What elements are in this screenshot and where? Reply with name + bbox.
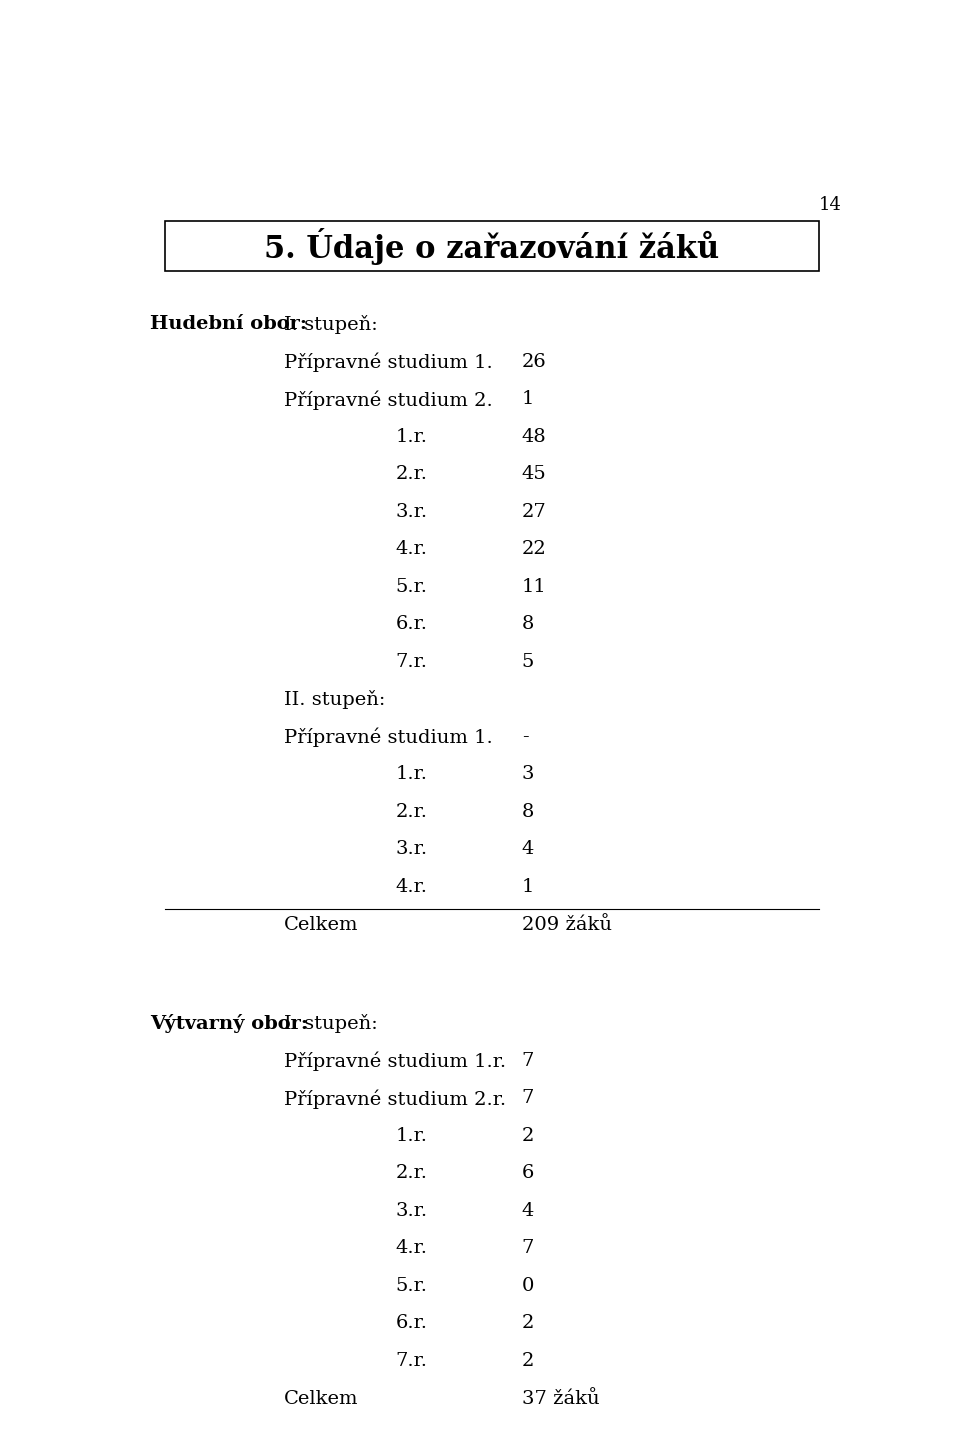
- Text: 8: 8: [522, 802, 534, 821]
- Text: 22: 22: [522, 540, 546, 558]
- Text: 3: 3: [522, 765, 535, 783]
- Text: 0: 0: [522, 1276, 534, 1295]
- Text: 2: 2: [522, 1352, 534, 1369]
- Text: 7.r.: 7.r.: [396, 1352, 427, 1369]
- Text: 14: 14: [819, 196, 842, 215]
- Text: Přípravné studium 2.: Přípravné studium 2.: [284, 390, 492, 410]
- Text: -: -: [522, 727, 528, 746]
- Text: 2.r.: 2.r.: [396, 465, 427, 483]
- Text: 5. Údaje o zařazování žáků: 5. Údaje o zařazování žáků: [264, 228, 720, 265]
- Text: 6: 6: [522, 1164, 534, 1181]
- Text: 4.r.: 4.r.: [396, 540, 427, 558]
- Text: 37 žáků: 37 žáků: [522, 1390, 599, 1408]
- Text: Hudební obor:: Hudební obor:: [150, 315, 307, 334]
- Text: 1.r.: 1.r.: [396, 428, 427, 445]
- Text: 7.r.: 7.r.: [396, 653, 427, 670]
- Text: 11: 11: [522, 577, 546, 596]
- Text: 2: 2: [522, 1127, 534, 1144]
- FancyBboxPatch shape: [165, 222, 820, 271]
- Text: 45: 45: [522, 465, 546, 483]
- Text: 7: 7: [522, 1090, 534, 1107]
- Text: 2.r.: 2.r.: [396, 1164, 427, 1181]
- Text: 2.r.: 2.r.: [396, 802, 427, 821]
- Text: 27: 27: [522, 503, 546, 521]
- Text: Přípravné studium 1.: Přípravné studium 1.: [284, 727, 492, 748]
- Text: 7: 7: [522, 1239, 534, 1257]
- Text: 5: 5: [522, 653, 534, 670]
- Text: 1.r.: 1.r.: [396, 765, 427, 783]
- Text: Přípravné studium 1.: Přípravné studium 1.: [284, 352, 492, 372]
- Text: 26: 26: [522, 352, 546, 371]
- Text: 5.r.: 5.r.: [396, 1276, 427, 1295]
- Text: 3.r.: 3.r.: [396, 503, 427, 521]
- Text: 2: 2: [522, 1315, 534, 1332]
- Text: I. stupeň:: I. stupeň:: [284, 315, 377, 334]
- Text: 209 žáků: 209 žáků: [522, 916, 612, 934]
- Text: 5.r.: 5.r.: [396, 577, 427, 596]
- Text: Celkem: Celkem: [284, 1390, 358, 1408]
- Text: 4.r.: 4.r.: [396, 1239, 427, 1257]
- Text: 8: 8: [522, 616, 534, 633]
- Text: 6.r.: 6.r.: [396, 1315, 427, 1332]
- Text: 7: 7: [522, 1051, 534, 1070]
- Text: 48: 48: [522, 428, 546, 445]
- Text: 3.r.: 3.r.: [396, 1201, 427, 1220]
- Text: 1.r.: 1.r.: [396, 1127, 427, 1144]
- Text: I. stupeň:: I. stupeň:: [284, 1014, 377, 1032]
- Text: II. stupeň:: II. stupeň:: [284, 690, 385, 709]
- Text: 1: 1: [522, 878, 534, 895]
- Text: Přípravné studium 2.r.: Přípravné studium 2.r.: [284, 1090, 506, 1108]
- Text: 1: 1: [522, 390, 534, 408]
- Text: 6.r.: 6.r.: [396, 616, 427, 633]
- Text: 4: 4: [522, 841, 534, 858]
- Text: Výtvarný obor:: Výtvarný obor:: [150, 1014, 308, 1032]
- Text: 3.r.: 3.r.: [396, 841, 427, 858]
- Text: 4.r.: 4.r.: [396, 878, 427, 895]
- Text: Celkem: Celkem: [284, 916, 358, 934]
- Text: 4: 4: [522, 1201, 534, 1220]
- Text: Přípravné studium 1.r.: Přípravné studium 1.r.: [284, 1051, 506, 1071]
